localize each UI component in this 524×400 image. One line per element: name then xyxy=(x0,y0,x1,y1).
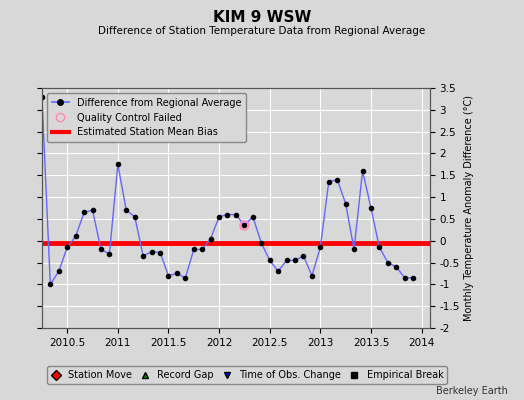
Text: Difference of Station Temperature Data from Regional Average: Difference of Station Temperature Data f… xyxy=(99,26,425,36)
Y-axis label: Monthly Temperature Anomaly Difference (°C): Monthly Temperature Anomaly Difference (… xyxy=(464,95,474,321)
Legend: Station Move, Record Gap, Time of Obs. Change, Empirical Break: Station Move, Record Gap, Time of Obs. C… xyxy=(47,366,447,384)
Text: KIM 9 WSW: KIM 9 WSW xyxy=(213,10,311,25)
Text: Berkeley Earth: Berkeley Earth xyxy=(436,386,508,396)
Point xyxy=(240,222,248,229)
